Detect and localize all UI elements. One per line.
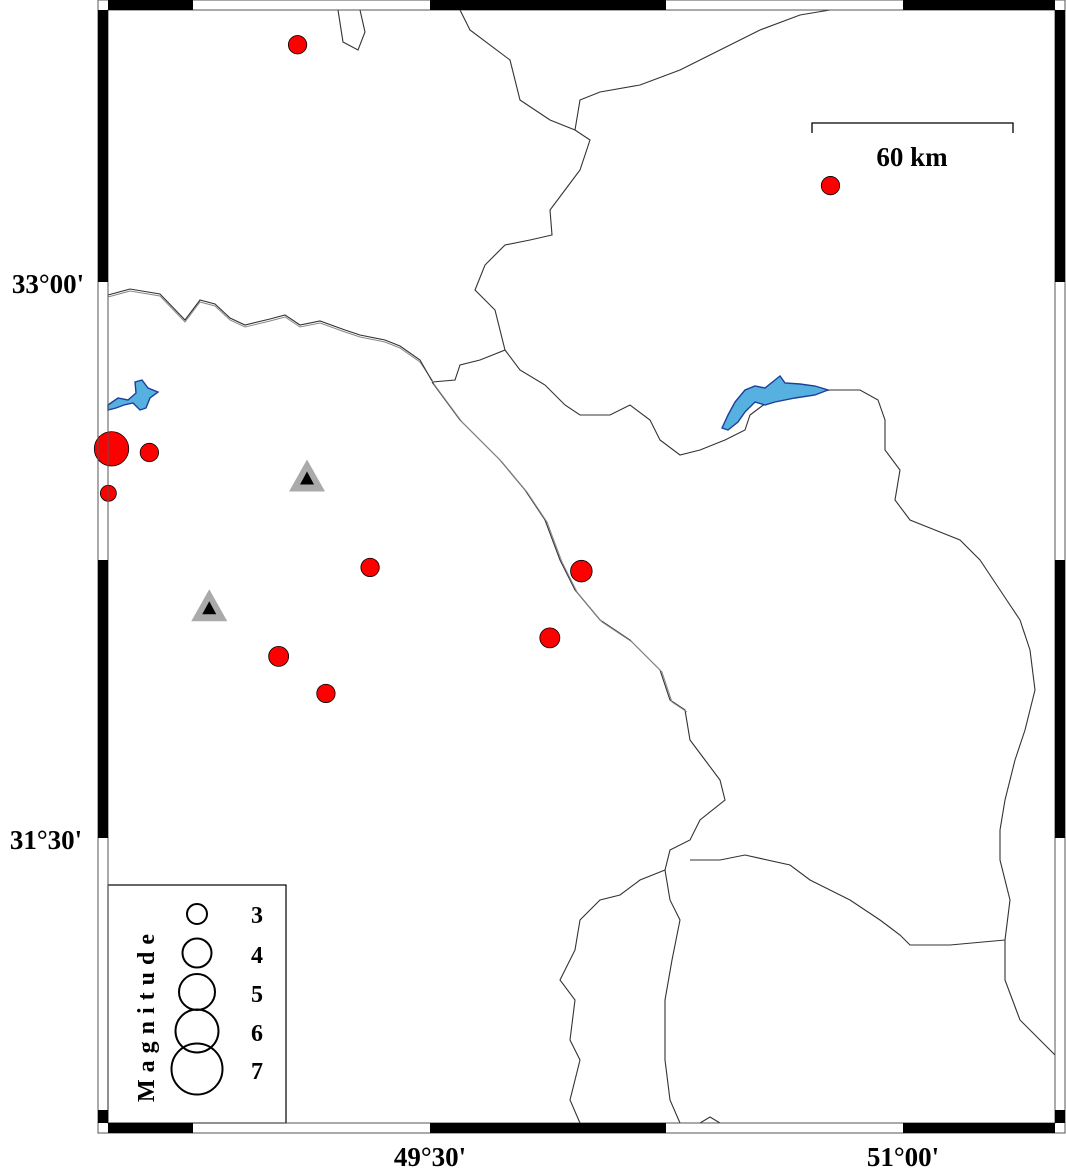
boundary-line: [107, 290, 435, 384]
coastline: [431, 381, 726, 1124]
earthquake-events: [93, 35, 841, 704]
scale-bar: 60 km: [811, 122, 1014, 172]
lake-west: [107, 379, 160, 411]
boundary-line: [431, 9, 591, 383]
lat-label-33-00: 33°00': [12, 269, 84, 299]
station-triangle-icon: [289, 459, 326, 492]
legend-circle-3: [186, 903, 208, 925]
earthquake-event: [139, 442, 159, 463]
boundary-line: [574, 9, 831, 131]
legend-label-3: 3: [251, 903, 263, 929]
map-frame: [97, 0, 1066, 1134]
seismic-stations: [191, 459, 326, 622]
legend-label-4: 4: [251, 943, 263, 969]
legend-label-5: 5: [251, 982, 263, 1008]
scale-bar-line: [811, 122, 1014, 133]
earthquake-event: [360, 557, 380, 578]
earthquake-event: [268, 645, 290, 667]
earthquake-event: [570, 559, 593, 583]
boundary-line: [690, 854, 1006, 946]
legend-circle-6: [174, 1008, 220, 1054]
legend-title: Magnitude: [134, 927, 160, 1102]
magnitude-legend: Magnitude 3 4 5 6 7: [107, 884, 287, 1124]
boundary-line: [337, 9, 366, 51]
station-triangle-icon: [191, 589, 228, 622]
earthquake-event: [316, 683, 336, 704]
lake-east: [721, 374, 831, 431]
lat-label-31-30: 31°30': [10, 825, 82, 855]
boundary-line: [699, 1116, 721, 1124]
coastline: [433, 383, 688, 713]
earthquake-event: [820, 176, 841, 196]
boundary-line: [504, 349, 1056, 1056]
legend-label-6: 6: [251, 1021, 263, 1047]
boundary-line: [107, 288, 433, 382]
legend-circle-4: [181, 937, 213, 969]
earthquake-event: [539, 627, 561, 649]
legend-circle-7: [170, 1042, 224, 1096]
scale-bar-label: 60 km: [876, 142, 948, 172]
boundary-line: [559, 869, 666, 1124]
lakes: [107, 374, 831, 431]
legend-label-7: 7: [251, 1059, 263, 1085]
earthquake-event: [93, 431, 130, 467]
lon-label-49-30: 49°30': [394, 1142, 466, 1171]
boundaries: [107, 9, 1056, 1124]
earthquake-event: [287, 35, 308, 55]
lon-label-51-00: 51°00': [867, 1142, 939, 1171]
